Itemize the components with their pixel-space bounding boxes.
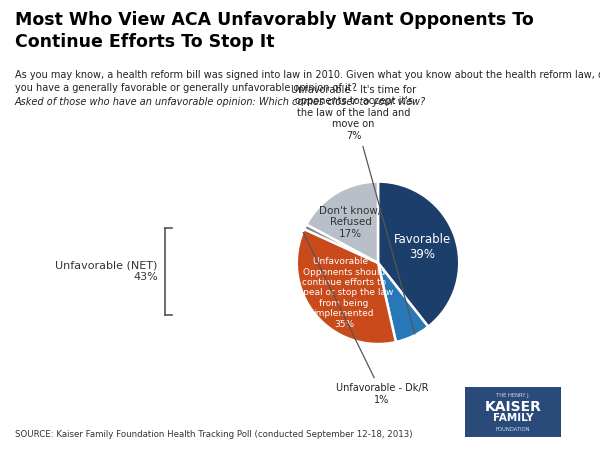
Text: THE HENRY J.: THE HENRY J. [496, 393, 530, 398]
Text: Unfavorable - Dk/R
1%: Unfavorable - Dk/R 1% [303, 232, 428, 405]
Text: FAMILY: FAMILY [493, 413, 533, 423]
Wedge shape [297, 229, 396, 344]
Wedge shape [378, 263, 428, 342]
Text: Unfavorable - It's time for
opponents to accept it's
the law of the land and
mov: Unfavorable - It's time for opponents to… [291, 85, 416, 334]
Text: Asked of those who have an unfavorable opinion: Which comes closer to your view?: Asked of those who have an unfavorable o… [15, 97, 426, 107]
Wedge shape [378, 181, 459, 327]
Text: SOURCE: Kaiser Family Foundation Health Tracking Poll (conducted September 12-18: SOURCE: Kaiser Family Foundation Health … [15, 430, 413, 439]
Text: KAISER: KAISER [485, 400, 541, 414]
Text: Don't know/
Refused
17%: Don't know/ Refused 17% [319, 206, 382, 239]
Text: As you may know, a health reform bill was signed into law in 2010. Given what yo: As you may know, a health reform bill wa… [15, 70, 600, 80]
Text: Favorable
39%: Favorable 39% [394, 233, 451, 261]
Text: Most Who View ACA Unfavorably Want Opponents To
Continue Efforts To Stop It: Most Who View ACA Unfavorably Want Oppon… [15, 11, 534, 51]
Text: Unfavorable -
Opponents should
continue efforts to
repeal or stop the law
from b: Unfavorable - Opponents should continue … [294, 257, 394, 328]
Text: you have a generally favorable or generally unfavorable opinion of it?: you have a generally favorable or genera… [15, 83, 357, 93]
Wedge shape [304, 225, 378, 263]
Wedge shape [307, 181, 378, 263]
Text: FOUNDATION: FOUNDATION [496, 427, 530, 432]
Text: Unfavorable (NET)
43%: Unfavorable (NET) 43% [55, 261, 158, 282]
